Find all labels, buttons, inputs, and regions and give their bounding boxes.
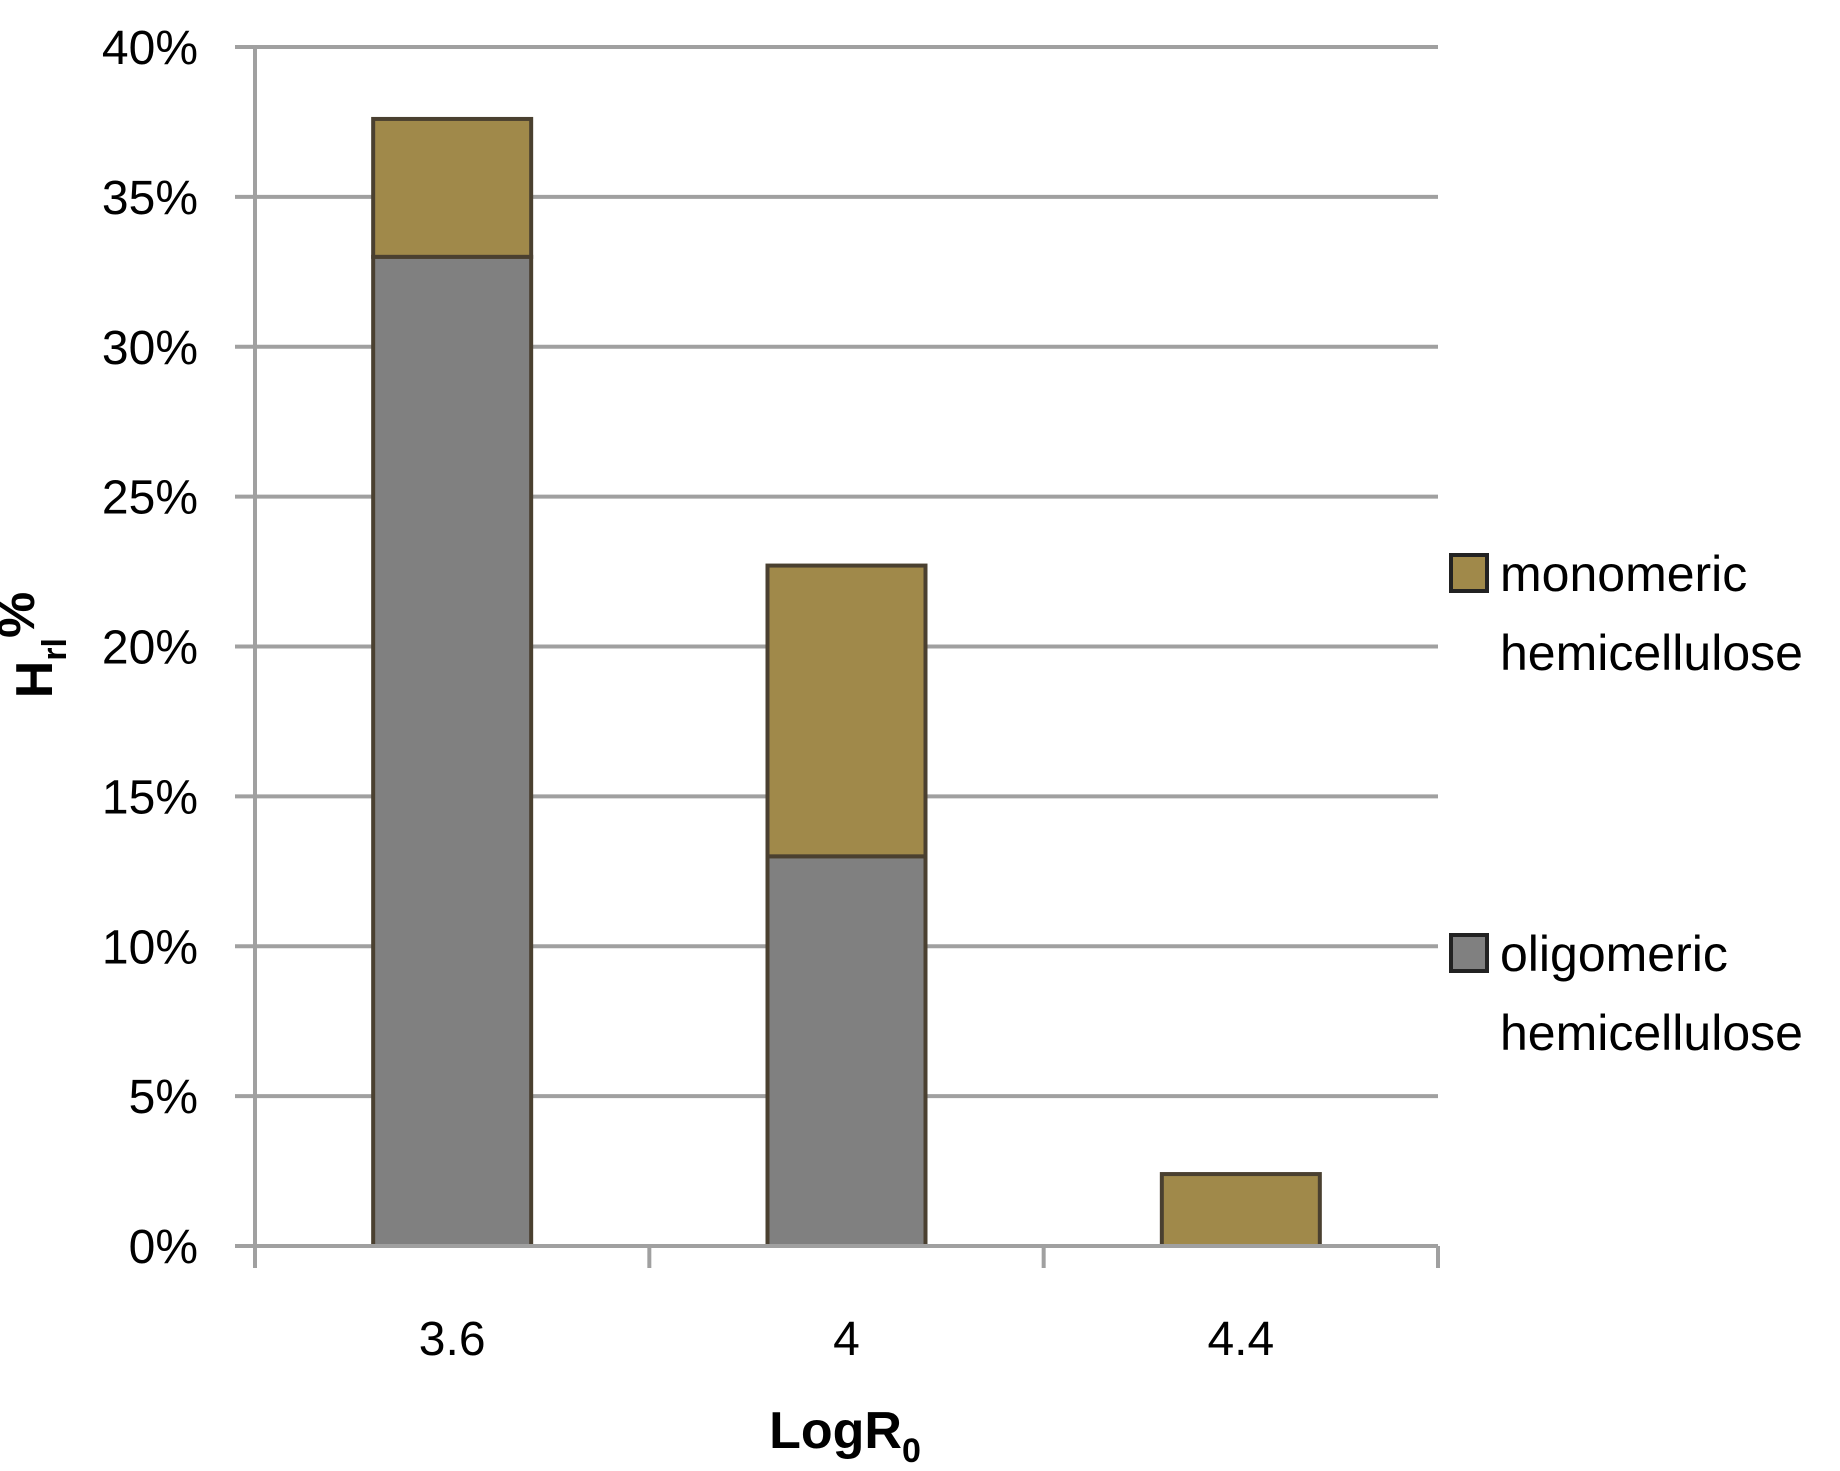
bar-segment-oligomeric [371, 254, 534, 1248]
y-tick-label: 40% [102, 22, 198, 75]
x-tick-label: 3.6 [419, 1313, 486, 1366]
y-tick-labels: 0% 5% 10% 15% 20% 25% 30% 35% 40% [102, 22, 198, 1274]
y-tick-label: 25% [102, 472, 198, 525]
bars [371, 116, 1322, 1249]
legend-label: hemicellulose [1500, 1005, 1803, 1061]
legend-swatch [1449, 933, 1489, 973]
y-tick-label: 20% [102, 622, 198, 675]
legend: monomeric hemicellulose oligomeric hemicell… [1449, 546, 1803, 1061]
legend-label: monomeric [1500, 546, 1747, 602]
y-tick-label: 10% [102, 921, 198, 974]
y-tick-label: 35% [102, 172, 198, 225]
y-tick-label: 5% [129, 1071, 198, 1124]
bar-segment-monomeric [1159, 1172, 1322, 1249]
legend-label: hemicellulose [1500, 625, 1803, 681]
y-tick-label: 30% [102, 322, 198, 375]
y-tick-label: 0% [129, 1221, 198, 1274]
bar-segment-monomeric [371, 116, 534, 259]
bar-segment-monomeric [765, 563, 928, 859]
x-tick-label: 4.4 [1207, 1313, 1274, 1366]
bar-segment-oligomeric [765, 854, 928, 1248]
y-tick-label: 15% [102, 771, 198, 824]
x-axis-title: LogR0 [769, 1402, 921, 1470]
legend-swatch [1449, 553, 1489, 593]
axes [235, 47, 1440, 1268]
x-tick-labels: 3.6 4 4.4 [419, 1313, 1274, 1366]
legend-label: oligomeric [1500, 926, 1728, 982]
y-axis-title: Hrl% [0, 592, 74, 699]
x-tick-label: 4 [833, 1313, 860, 1366]
